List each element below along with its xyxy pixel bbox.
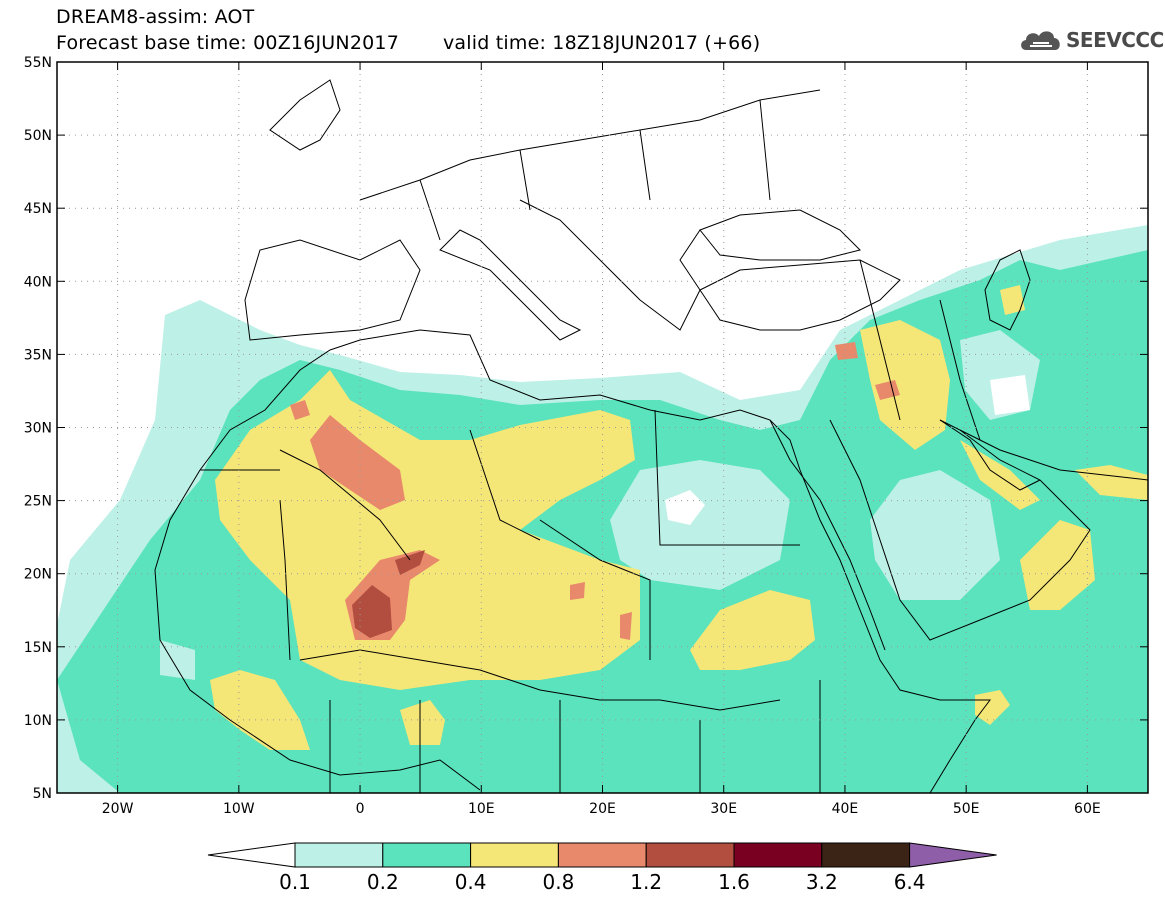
border-africa-south [329,680,821,793]
border-europe-2 [419,99,771,241]
aot-contour-0.4-gulf [960,440,1040,510]
coastline-persian-gulf [939,419,1041,491]
cloud-icon [1021,31,1060,50]
axis-ticks [57,61,1148,794]
aot-light-patch-gulf-guinea [160,640,195,680]
aot-white-patch-arabia [990,375,1030,415]
border-sahara-4 [539,519,651,660]
latitude-labels: 55N 50N 45N 40N 35N 30N 25N 20N 15N 10N 5N [24,55,52,802]
aot-contour-0.4-oman [1020,520,1095,610]
lat-tick-label: 25N [24,494,52,510]
coastline-gulf-guinea [154,469,481,791]
border-europe [359,89,821,201]
lon-tick-label: 10E [468,801,495,817]
coastline-red-sea [769,419,886,651]
aot-contour-0.8-atlas [290,400,310,420]
lat-tick-label: 20N [24,567,52,583]
border-sahara-5 [279,499,291,661]
colorbar-label: 3.2 [806,870,838,894]
lat-tick-label: 30N [24,421,52,437]
lon-tick-label: 0 [356,801,365,817]
aot-white-patch-egypt [665,490,705,525]
coastline-west-africa [199,329,991,793]
lat-tick-label: 35N [24,347,52,363]
lat-tick-label: 50N [24,128,52,144]
colorbar-underflow-triangle [207,842,296,868]
logo-text: SEEVCCC [1066,28,1164,52]
lon-tick-label: 60E [1074,801,1101,817]
colorbar-segment [294,842,384,868]
aot-contour-0.8-syria [835,342,858,360]
lon-tick-label: 40E [832,801,859,817]
colorbar-label: 0.8 [542,870,574,894]
colorbar-segment [645,842,735,868]
colorbar-segment [821,842,911,868]
coastline-uk [269,79,341,151]
aot-contour-0.8 [310,415,405,510]
aot-contour-0.4-sahel-west [210,670,310,750]
lon-tick-label: 30E [710,801,737,817]
border-middle-east [859,259,981,441]
aot-contour-fields [57,225,1148,793]
border-sahara-2 [469,429,541,541]
coastline-balkans [519,199,701,331]
map-subtitle: Forecast base time: 00Z16JUN2017 valid ti… [56,32,760,54]
aot-contour-0.4-chad [400,700,445,745]
colorbar-label: 1.2 [630,870,662,894]
aot-contour-1.2 [352,585,392,638]
colorbar-segment [557,842,647,868]
aot-contour-0.8-sudan [620,612,632,640]
lat-tick-label: 40N [24,274,52,290]
lat-tick-label: 5N [33,786,52,802]
coastlines-and-borders [154,79,1148,793]
lat-tick-label: 15N [24,640,52,656]
colorbar-segment [733,842,823,868]
aot-light-patch-arabia [870,470,1000,600]
border-sahara-1 [279,449,411,561]
aot-contour-0.4-caucasus [1000,285,1025,315]
aot-contour-0.8-chad-south [570,582,585,600]
lon-tick-label: 50E [953,801,980,817]
coastline-black-sea [699,209,861,261]
lat-tick-label: 10N [24,713,52,729]
lon-tick-label: 10W [223,801,255,817]
colorbar-overflow-triangle [909,842,997,868]
longitude-labels: 20W 10W 0 10E 20E 30E 40E 50E 60E [102,801,1101,817]
border-sahara-3 [654,409,800,546]
colorbar-labels: 0.1 0.2 0.4 0.8 1.2 1.6 3.2 6.4 [279,870,925,894]
aot-contour-0.4-sudan [690,590,815,670]
coastline-caspian [984,249,1031,331]
coastline-anatolia [699,259,901,331]
lon-tick-label: 20E [589,801,616,817]
lat-tick-label: 45N [24,201,52,217]
coastline-arabia [829,419,1091,641]
colorbar-label: 1.6 [718,870,750,894]
coastline-iberia [244,239,421,341]
colorbar-label: 0.1 [279,870,311,894]
colorbar-segment [382,842,472,868]
colorbar [207,842,997,868]
aot-light-patch-egypt [610,460,790,590]
colorbar-label: 6.4 [894,870,926,894]
border-africa-sahel [299,649,781,711]
colorbar-segment [470,842,559,868]
coastline-italy [439,229,582,341]
aot-contour-0.4-somalia [975,690,1010,725]
forecast-base-time: Forecast base time: 00Z16JUN2017 [56,32,399,54]
lon-tick-label: 20W [102,801,134,817]
colorbar-label: 0.2 [367,870,399,894]
aot-contour-0.4-iraq [860,320,950,450]
lat-tick-label: 55N [24,55,52,71]
seevccc-logo: SEEVCCC [1018,24,1164,56]
valid-time: valid time: 18Z18JUN2017 (+66) [442,32,761,54]
colorbar-label: 0.4 [455,870,487,894]
map-title: DREAM8-assim: AOT [56,6,255,28]
aot-contour-1.2-air [395,550,425,575]
